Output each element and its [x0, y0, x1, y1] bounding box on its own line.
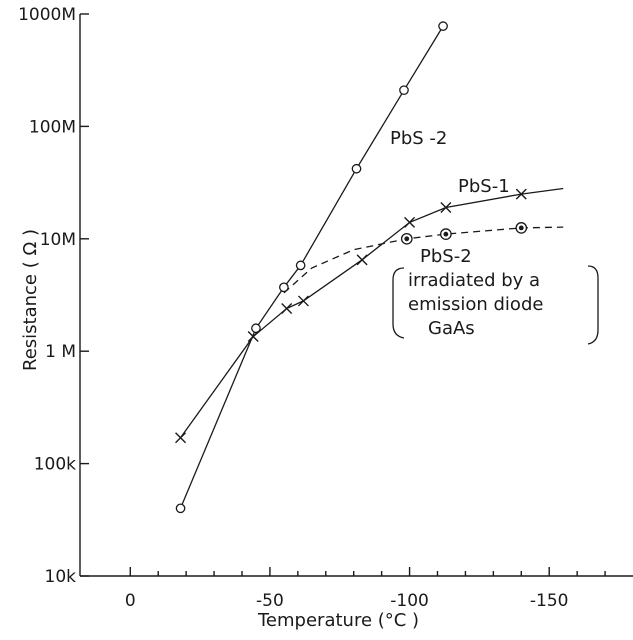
x-axis-title: Temperature (°C ) [257, 610, 419, 631]
label-irradiated-line1: irradiated by a [408, 270, 540, 291]
series-1-line [179, 25, 444, 509]
ticks: 0 -50 -100 -150 10k 100k 1 M 10M 100M 1000M [18, 5, 606, 611]
right-bracket [587, 265, 599, 345]
inner-dot [518, 225, 524, 231]
series-3-point [400, 232, 413, 245]
series-2-point [515, 188, 527, 200]
series-2-point [440, 201, 452, 213]
inner-dot [443, 231, 449, 237]
x-tick-label: 0 [125, 591, 136, 611]
series-layer [175, 21, 564, 514]
series-1-point [295, 260, 306, 271]
label-irradiated-line3: GaAs [428, 318, 475, 339]
series-3-point [440, 228, 452, 240]
annotations: PbS -2 PbS-1 PbS-2 irradiated by a emiss… [390, 128, 599, 345]
y-tick-label: 1000M [18, 5, 76, 25]
axes [79, 14, 633, 577]
y-tick-label: 10M [40, 230, 76, 250]
inner-dot [404, 236, 410, 242]
label-irradiated-line2: emission diode [408, 294, 543, 315]
series-1-point [438, 21, 448, 31]
series-2-point [247, 331, 259, 343]
x-tick-label: -50 [256, 591, 284, 611]
label-pbs-2: PbS -2 [390, 128, 447, 149]
series-2-point [175, 432, 187, 444]
series-1-point [251, 323, 261, 334]
series-2-point [281, 302, 293, 314]
left-bracket [392, 267, 405, 339]
label-pbs-1: PbS-1 [458, 176, 510, 197]
y-tick-label: 1 M [45, 342, 76, 362]
x-tick-label: -100 [390, 591, 429, 611]
series-2-point [297, 295, 309, 307]
y-tick-label: 100M [29, 117, 76, 137]
y-axis-title: Resistance ( Ω ) [20, 229, 41, 371]
series-2-point [404, 216, 416, 228]
y-tick-label: 10k [45, 567, 77, 587]
label-pbs-2-irradiated: PbS-2 [420, 246, 472, 267]
series-1-point [279, 282, 289, 293]
series-1-point [399, 85, 409, 96]
series-1-point [351, 163, 362, 174]
series-1-point [175, 503, 186, 514]
y-tick-label: 100k [34, 455, 76, 475]
series-2-point [356, 254, 368, 266]
series-3-point [515, 222, 528, 234]
x-tick-label: -150 [530, 591, 569, 611]
